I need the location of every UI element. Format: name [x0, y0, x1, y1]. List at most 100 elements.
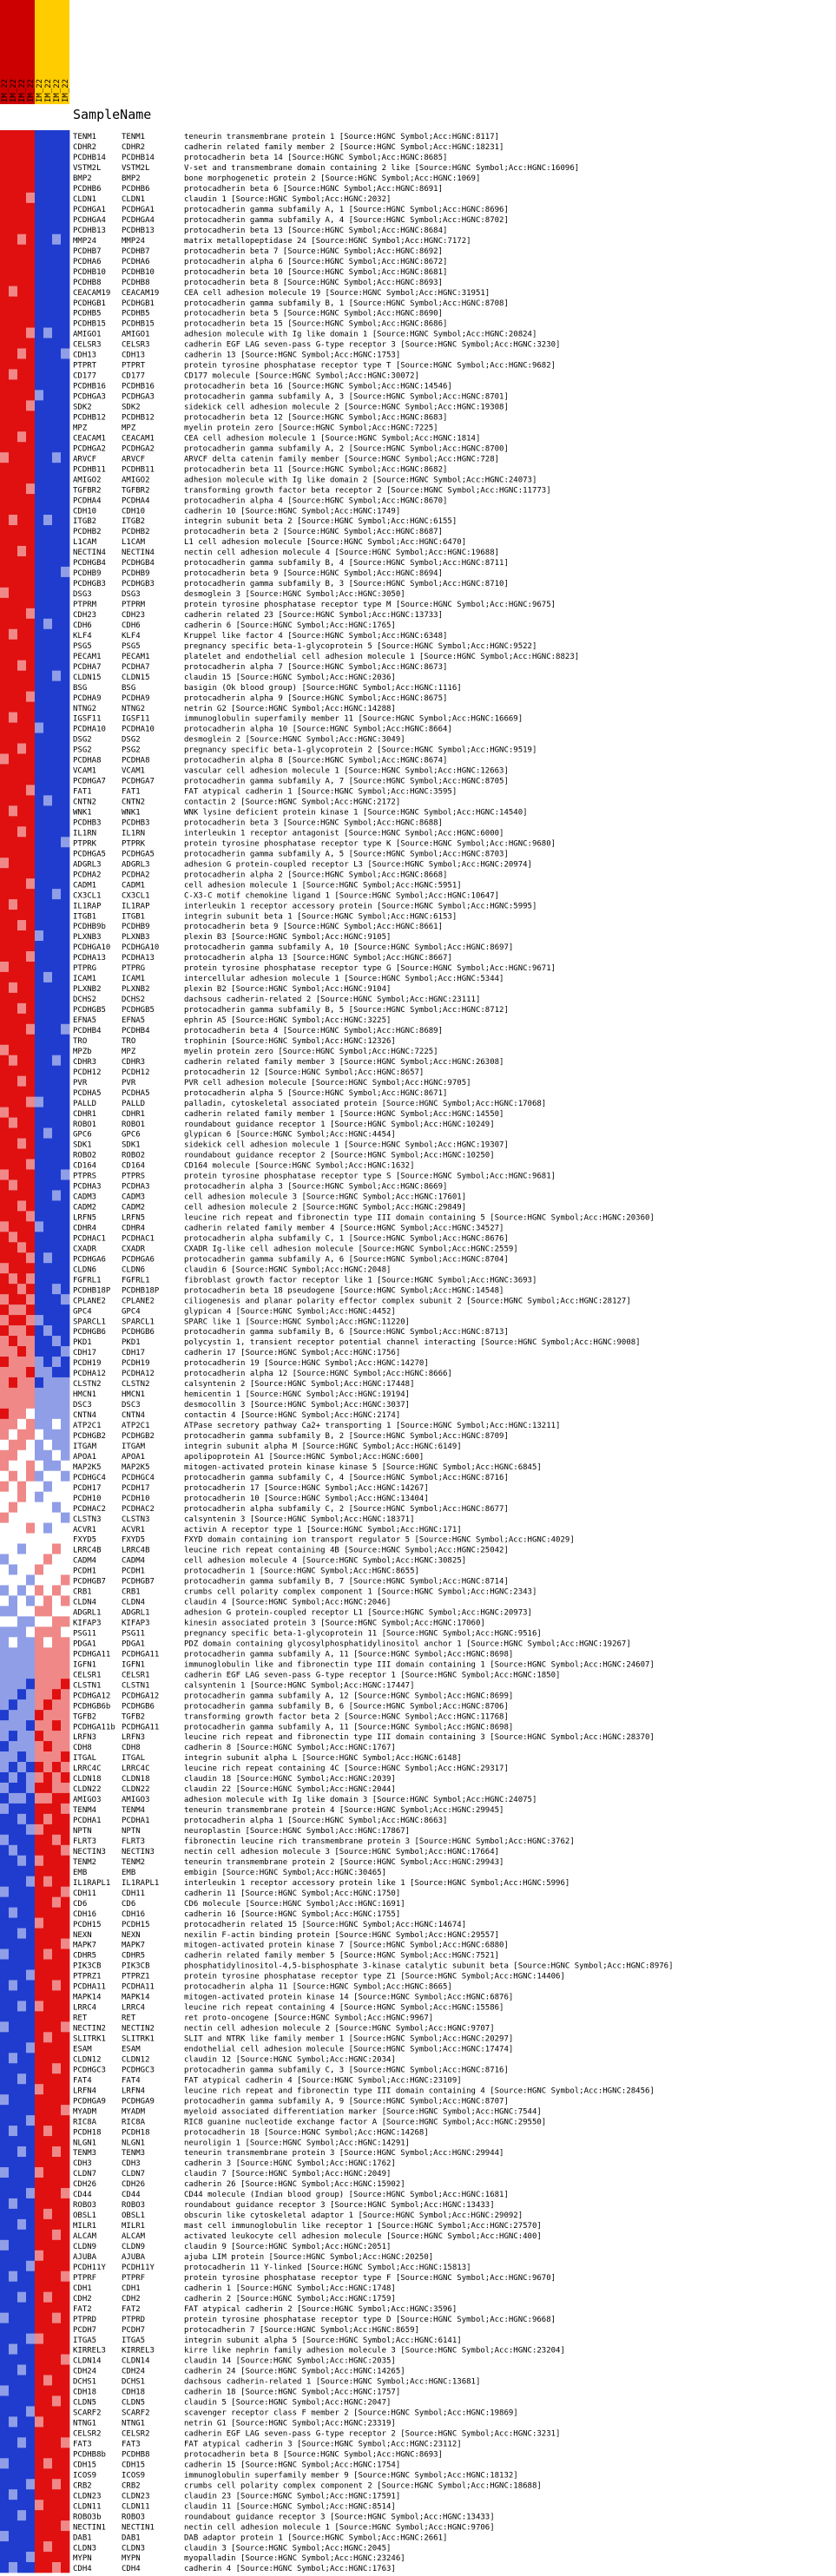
heatmap-cell [9, 1668, 18, 1679]
row-symbol-label: CPLANE2 [122, 1297, 155, 1305]
heatmap-cell [26, 1397, 36, 1410]
heatmap-cell [9, 597, 18, 609]
heatmap-cell [35, 2115, 44, 2126]
heatmap-cell [0, 2416, 10, 2428]
heatmap-cell [0, 1990, 10, 2001]
heatmap-cell [17, 795, 27, 806]
row-id-label: CXADR [73, 1245, 97, 1253]
row-id-label: PCDHA7 [73, 663, 102, 672]
heatmap-cell [26, 680, 36, 693]
heatmap-cell [52, 2489, 62, 2500]
heatmap-cell [9, 847, 18, 858]
heatmap-cell [17, 452, 27, 463]
heatmap-cell [52, 587, 62, 599]
heatmap-cell [52, 1377, 62, 1389]
heatmap-cell [17, 1346, 27, 1357]
heatmap-cell [0, 2042, 10, 2054]
heatmap-cell [52, 452, 62, 463]
row-symbol-label: PCDHGB6 [122, 1702, 155, 1711]
row-id-label: PCDHGA2 [73, 444, 106, 453]
heatmap-cell [0, 171, 10, 183]
heatmap-cell [35, 317, 44, 328]
heatmap-cell [43, 722, 53, 733]
heatmap-cell [0, 1731, 10, 1742]
heatmap-cell [61, 628, 70, 641]
heatmap-cell [35, 1658, 44, 1669]
heatmap-cell [0, 878, 10, 890]
row-symbol-label: PCDH15 [122, 1921, 150, 1929]
heatmap-cell [35, 494, 44, 505]
heatmap-cell [35, 930, 44, 942]
row-description-label: plexin B2 [Source:HGNC Symbol;Acc:HGNC:9… [184, 985, 391, 994]
heatmap-cell [52, 2562, 62, 2573]
heatmap-cell [52, 2126, 62, 2137]
row-symbol-label: PTPRM [122, 601, 146, 609]
heatmap-cell [43, 213, 53, 225]
heatmap-cell [61, 1346, 70, 1357]
heatmap-cell [52, 536, 62, 547]
heatmap-cell [35, 275, 44, 287]
heatmap-cell [43, 1917, 53, 1929]
heatmap-cell [17, 390, 27, 401]
heatmap-cell [26, 515, 36, 526]
heatmap-cell [35, 837, 44, 848]
heatmap-cell [52, 317, 62, 328]
heatmap-cell [61, 327, 70, 338]
heatmap-cell [35, 1512, 44, 1523]
heatmap-cell [43, 847, 53, 858]
heatmap-cell [17, 649, 27, 661]
heatmap-cell [9, 910, 18, 921]
heatmap-cell [35, 202, 44, 214]
heatmap-cell [43, 816, 53, 827]
heatmap-cell [0, 1034, 10, 1046]
heatmap-cell [17, 275, 27, 287]
heatmap-cell [61, 566, 70, 578]
heatmap-cell [61, 587, 70, 599]
row-description-label: protocadherin alpha 8 [Source:HGNC Symbo… [184, 757, 447, 766]
heatmap-cell [17, 1865, 27, 1877]
row-id-label: PCDHGC3 [73, 2066, 106, 2074]
heatmap-cell [52, 2001, 62, 2012]
heatmap-cell [0, 1948, 10, 1960]
row-id-label: PCDHB3 [73, 818, 102, 827]
heatmap-cell [52, 816, 62, 827]
row-description-label: protocadherin alpha 13 [Source:HGNC Symb… [184, 954, 452, 963]
row-id-label: CDH10 [73, 507, 96, 516]
heatmap-cell [61, 1023, 70, 1035]
heatmap-cell [61, 286, 70, 297]
row-id-label: PECAM1 [73, 653, 102, 661]
heatmap-cell [35, 192, 44, 204]
heatmap-cell [0, 722, 10, 733]
heatmap-cell [0, 338, 10, 349]
heatmap-cell [43, 1647, 53, 1659]
heatmap-cell [35, 306, 44, 318]
heatmap-cell [35, 805, 44, 817]
row-description-label: protocadherin beta 11 [Source:HGNC Symbo… [184, 465, 447, 474]
heatmap-cell [17, 889, 27, 900]
heatmap-cell [0, 2146, 10, 2158]
heatmap-cell [61, 2552, 70, 2563]
heatmap-cell [52, 2177, 62, 2189]
heatmap-cell [52, 254, 62, 266]
row-description-label: protocadherin 1 [Source:HGNC Symbol;Acc:… [184, 1567, 419, 1576]
heatmap-cell [52, 2053, 62, 2064]
heatmap-cell [35, 1813, 44, 1825]
heatmap-cell [0, 1086, 10, 1098]
heatmap-cell [61, 2489, 70, 2500]
heatmap-cell [61, 899, 70, 910]
row-description-label: protocadherin beta 18 pseudogene [Source… [184, 1286, 504, 1295]
heatmap-cell [52, 691, 62, 702]
heatmap-cell [17, 2437, 27, 2448]
heatmap-cell [52, 628, 62, 641]
row-id-label: CDH23 [73, 611, 96, 620]
heatmap-cell [52, 213, 62, 225]
heatmap-cell [0, 1803, 10, 1815]
row-id-label: CDHR2 [73, 143, 96, 152]
row-id-label: ICOS9 [73, 2471, 96, 2480]
heatmap-cell [9, 473, 18, 484]
row-symbol-label: CNTN2 [122, 798, 145, 807]
heatmap-cell [0, 649, 10, 661]
heatmap-cell [17, 1741, 27, 1752]
heatmap-cell [26, 1013, 36, 1025]
row-description-label: protocadherin beta 5 [Source:HGNC Symbol… [184, 310, 443, 319]
